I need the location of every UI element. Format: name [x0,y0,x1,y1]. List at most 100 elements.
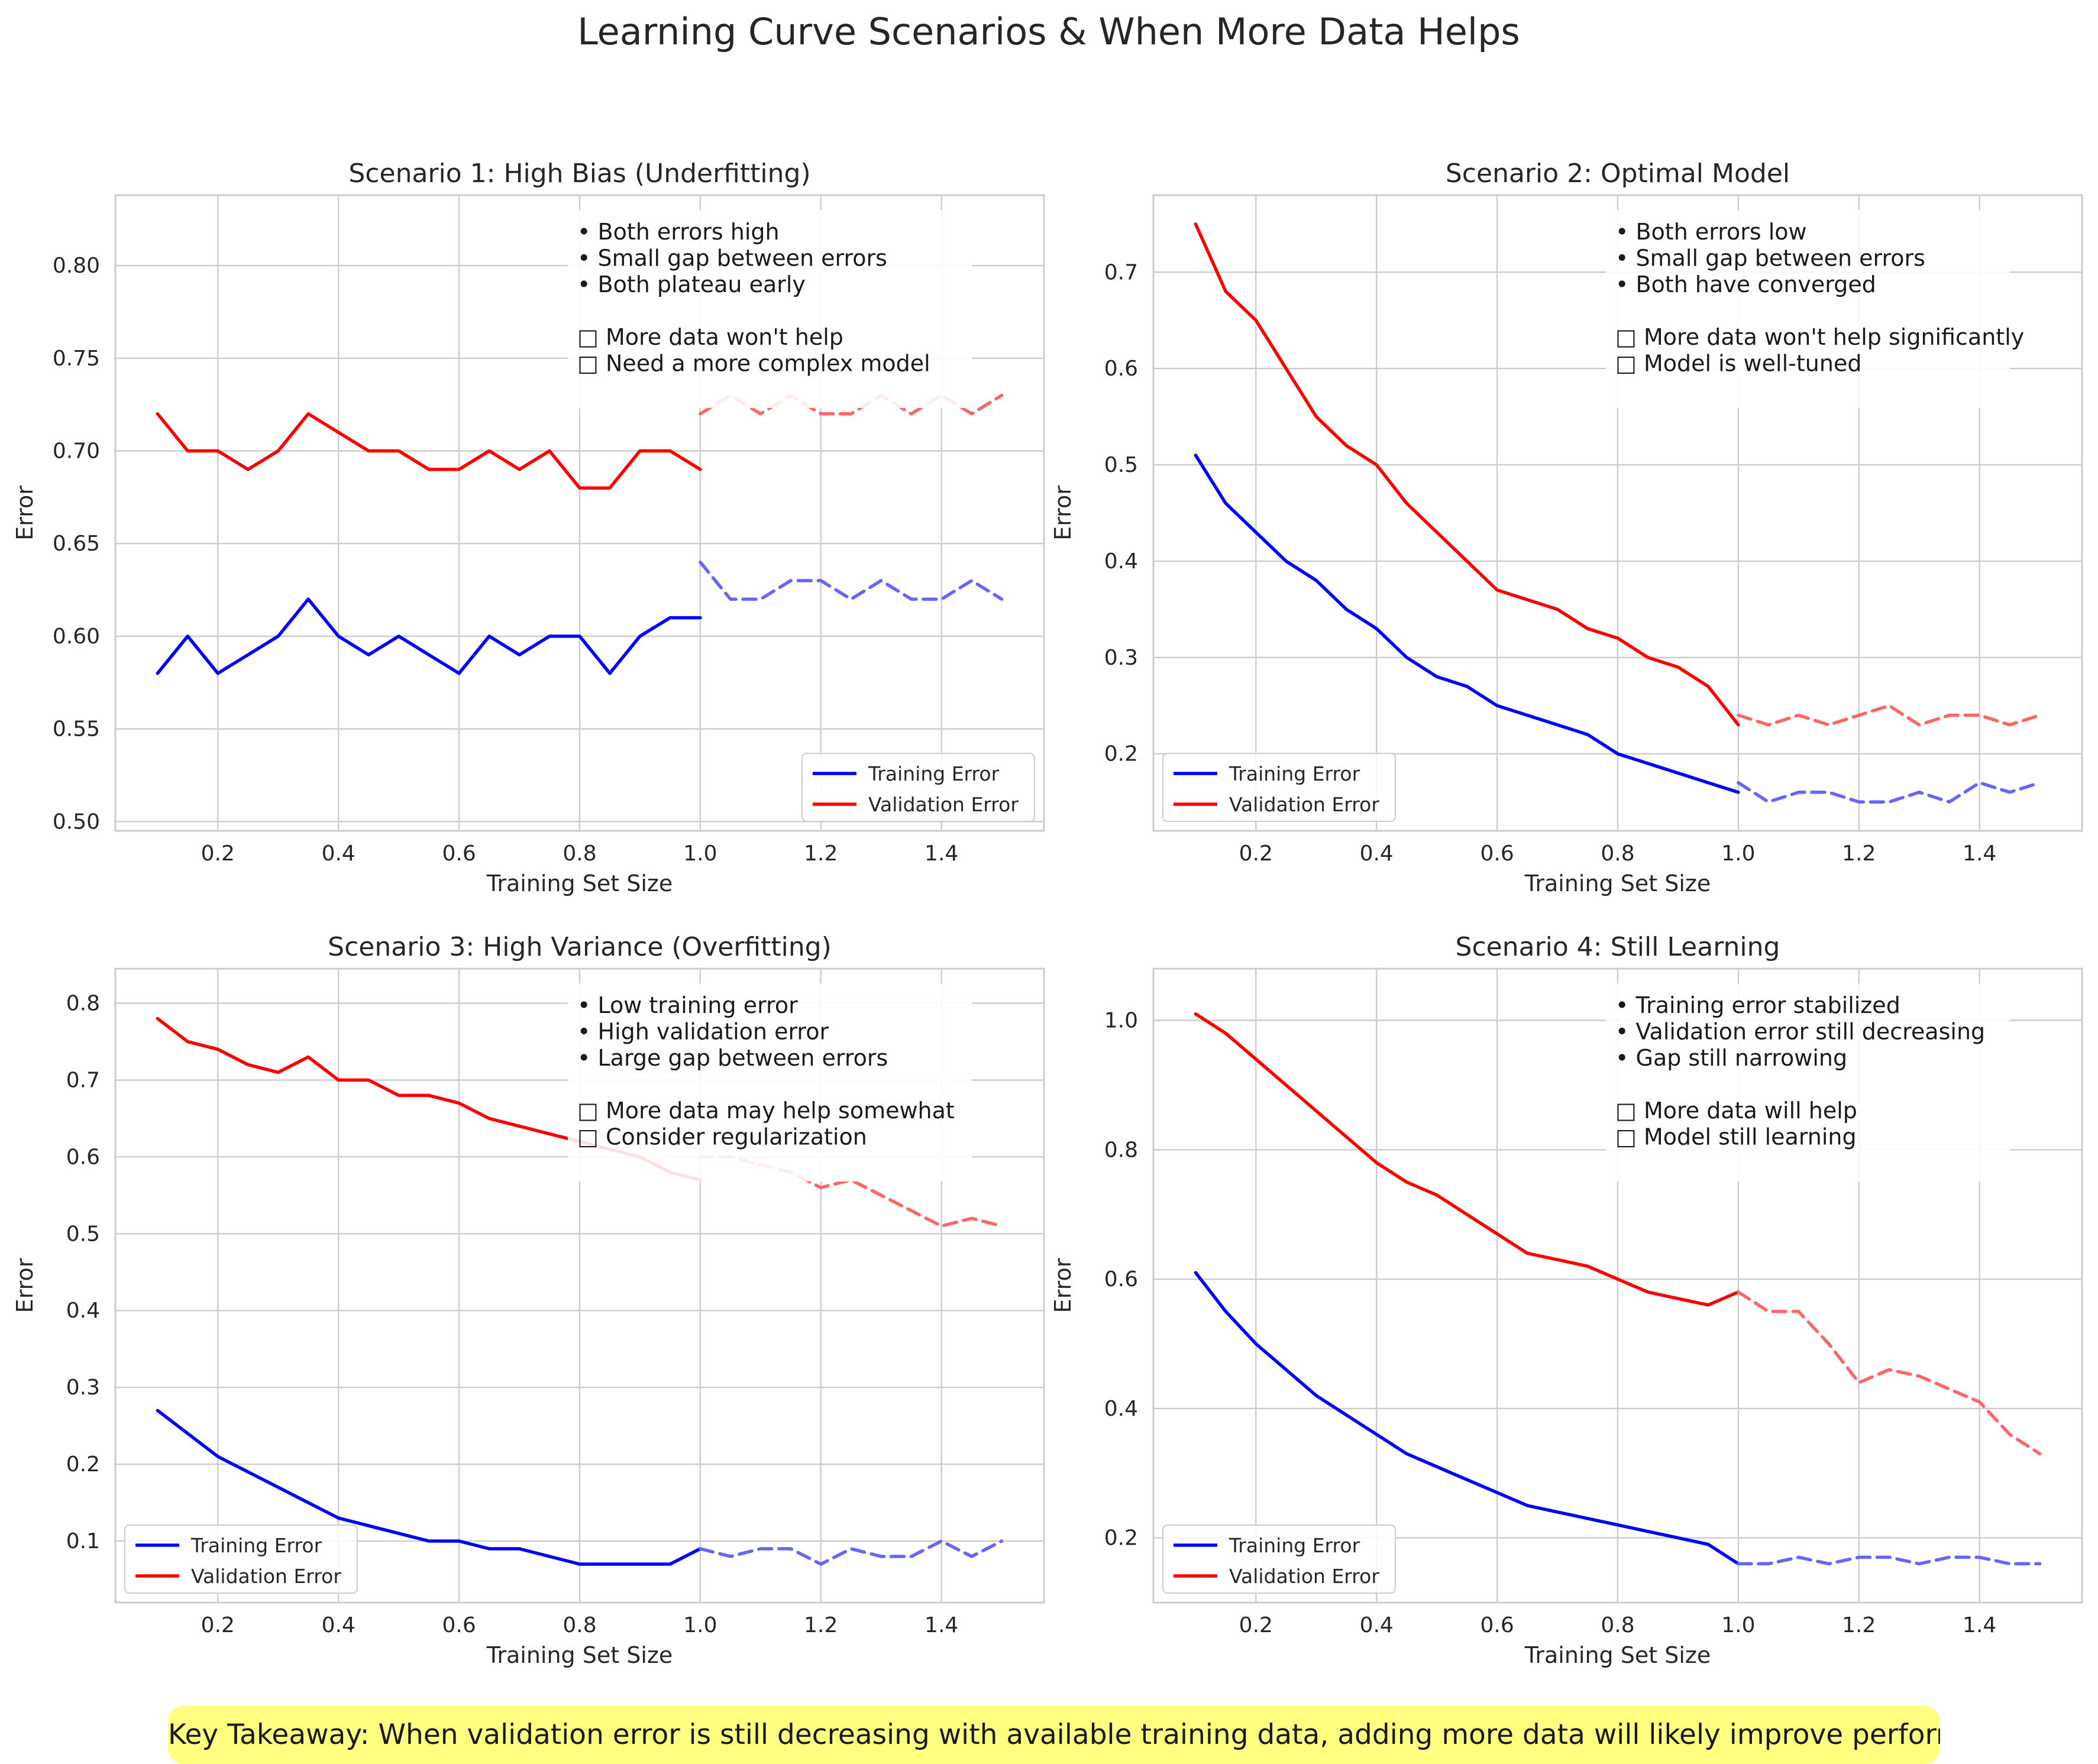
x-tick-label: 0.2 [201,841,235,866]
x-tick-label: 1.0 [1721,1613,1755,1637]
annotation-line: • Training error stabilized [1615,992,1900,1018]
y-tick-label: 0.2 [66,1452,100,1477]
annotation-box [1606,210,2010,408]
legend-label: Training Error [868,762,1000,785]
annotation-line: • Gap still narrowing [1615,1045,1847,1071]
training-error-line [1194,1271,1740,1566]
validation-error-line [156,412,702,490]
training-projection-line [1737,781,2042,804]
x-tick-label: 1.2 [1842,1613,1876,1637]
x-tick-label: 1.4 [1963,1613,1996,1637]
x-axis-label: Training Set Size [1524,1642,1711,1668]
x-tick-label: 1.4 [1963,841,1996,866]
x-tick-label: 0.6 [442,1613,476,1637]
x-tick-label: 0.2 [1239,1613,1273,1637]
x-tick-label: 0.4 [322,1613,355,1637]
x-tick-label: 1.2 [804,1613,838,1637]
training-projection-line [699,1539,1004,1566]
y-tick-label: 0.55 [53,717,100,742]
x-tick-label: 0.6 [442,841,476,866]
legend: Training Error Validation Error [1162,753,1396,822]
annotation-box [1606,983,2010,1182]
y-tick-label: 0.4 [1104,549,1138,574]
key-takeaway-box: Key Takeaway: When validation error is s… [168,1706,1940,1764]
annotation-line: • Both have converged [1615,271,1876,297]
key-takeaway-text: Key Takeaway: When validation error is s… [168,1718,1940,1751]
y-axis-label: Error [1050,1258,1076,1313]
legend-box [124,1525,358,1594]
x-tick-label: 1.2 [804,841,838,866]
y-tick-label: 0.8 [66,991,100,1015]
x-tick-label: 1.4 [924,841,958,866]
training-error-line [156,597,702,675]
x-axis-label: Training Set Size [1524,870,1711,896]
y-tick-label: 0.80 [53,254,100,278]
annotation-line: □ Need a more complex model [577,351,930,377]
x-axis-label: Training Set Size [486,870,673,896]
y-tick-label: 0.7 [66,1068,100,1092]
x-tick-label: 0.8 [1601,1613,1634,1637]
validation-error-line [1194,222,1740,727]
annotation-line: □ More data won't help [577,324,843,350]
axes-frame [1152,194,2083,832]
annotation-line: □ More data may help somewhat [577,1098,955,1124]
annotation-line: • Both errors low [1615,219,1807,245]
y-tick-label: 0.50 [53,810,100,834]
annotation-line: □ Consider regularization [577,1124,867,1150]
subplot-title: Scenario 4: Still Learning [1456,932,1780,962]
x-tick-label: 1.0 [683,841,717,866]
figure-suptitle: Learning Curve Scenarios & When More Dat… [577,10,1520,53]
y-tick-label: 0.6 [1104,1267,1138,1292]
axes-frame [1152,967,2083,1604]
legend-label: Training Error [1229,762,1360,785]
subplot-title: Scenario 1: High Bias (Underfitting) [348,158,810,189]
x-tick-label: 0.6 [1480,841,1514,866]
annotation-line: • Validation error still decreasing [1615,1019,1985,1045]
y-tick-label: 0.8 [1104,1138,1138,1162]
subplot-4: 0.2 0.4 0.6 0.8 1.0 1.2 1.4 0.2 0.4 0.6 0.8 1.0 Scen… [1050,932,2083,1668]
training-error-line [156,1409,702,1566]
validation-error-line [1194,1012,1740,1307]
annotation-line: □ More data won't help significantly [1615,324,2024,350]
y-tick-label: 0.3 [1104,646,1138,670]
legend: Training Error Validation Error [124,1525,358,1594]
y-tick-label: 0.6 [66,1145,100,1169]
x-tick-label: 0.4 [1360,841,1394,866]
axes-frame [114,194,1045,832]
legend-box [1162,753,1396,822]
legend-label: Training Error [1229,1534,1360,1557]
y-tick-label: 0.70 [53,439,100,464]
y-tick-label: 0.60 [53,624,100,649]
x-tick-label: 0.2 [1239,841,1273,866]
validation-projection-line [1737,704,2042,727]
y-tick-label: 0.3 [66,1375,100,1400]
annotation-line: • Both errors high [577,219,780,245]
annotation-line: • Small gap between errors [577,245,887,271]
y-tick-label: 0.1 [66,1529,100,1553]
legend: Training Error Validation Error [801,753,1035,822]
training-projection-line [699,560,1004,601]
legend: Training Error Validation Error [1162,1525,1396,1594]
x-tick-label: 1.2 [1842,841,1876,866]
subplot-2: 0.2 0.4 0.6 0.8 1.0 1.2 1.4 0.2 0.3 0.4 0.5 0.6 0.7 S… [1050,158,2083,896]
y-axis-label: Error [12,485,38,540]
x-tick-label: 0.8 [1601,841,1634,866]
legend-label: Validation Error [868,793,1019,816]
annotation-line: • High validation error [577,1019,829,1045]
y-tick-label: 0.4 [1104,1397,1138,1421]
annotation-line: • Low training error [577,992,798,1018]
axes-frame [114,967,1045,1604]
subplot-3: 0.2 0.4 0.6 0.8 1.0 1.2 1.4 0.1 0.2 0.3 0.4 0.5 0.6 0… [12,932,1045,1668]
x-tick-label: 0.6 [1480,1613,1514,1637]
legend-label: Validation Error [1229,1565,1379,1588]
annotation-line: • Small gap between errors [1615,245,1925,271]
x-axis-label: Training Set Size [486,1642,673,1668]
x-tick-label: 1.4 [924,1613,958,1637]
subplot-title: Scenario 2: Optimal Model [1446,158,1790,189]
annotation-line: • Both plateau early [577,271,806,297]
annotation-line: • Large gap between errors [577,1045,888,1071]
y-tick-label: 0.5 [1104,453,1138,477]
x-tick-label: 0.4 [1360,1613,1394,1637]
y-tick-label: 0.6 [1104,357,1138,381]
